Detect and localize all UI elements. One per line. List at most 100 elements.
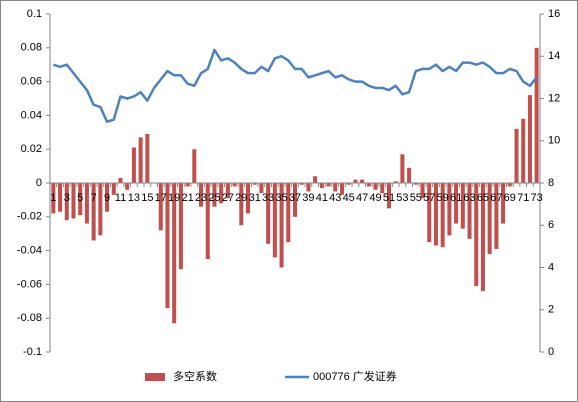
- x-tick-label: 23: [195, 192, 207, 204]
- y2-tick-label: 0: [548, 346, 554, 358]
- x-tick-label: 61: [450, 192, 462, 204]
- bar: [192, 149, 197, 183]
- bar: [78, 183, 83, 216]
- y-tick-label: -0.1: [23, 346, 42, 358]
- bar: [373, 183, 378, 190]
- bar: [534, 47, 539, 183]
- bar: [212, 183, 217, 207]
- bar: [131, 147, 136, 183]
- bar: [64, 183, 69, 221]
- bar: [98, 183, 103, 236]
- bar: [158, 183, 163, 231]
- bar: [252, 183, 257, 185]
- bar: [527, 95, 532, 183]
- bar: [272, 183, 277, 258]
- bar: [380, 183, 385, 194]
- bar: [467, 183, 472, 239]
- bar: [474, 183, 479, 287]
- bar: [420, 183, 425, 199]
- bar: [178, 183, 183, 270]
- bar: [319, 183, 324, 189]
- x-tick-label: 51: [383, 192, 395, 204]
- bar: [386, 183, 391, 209]
- bar: [51, 183, 56, 214]
- bar: [494, 183, 499, 249]
- x-tick-label: 15: [141, 192, 153, 204]
- y2-tick-label: 2: [548, 304, 554, 316]
- x-tick-label: 7: [91, 192, 97, 204]
- bar: [279, 183, 284, 268]
- x-tick-label: 19: [168, 192, 180, 204]
- bar: [266, 183, 271, 244]
- bar: [138, 137, 143, 183]
- bar: [460, 183, 465, 229]
- bar: [313, 176, 318, 183]
- bar: [353, 179, 358, 183]
- bar: [232, 183, 237, 187]
- x-tick-label: 33: [262, 192, 274, 204]
- y-tick-label: 0.1: [27, 8, 42, 20]
- x-tick-label: 53: [396, 192, 408, 204]
- x-tick-label: 5: [77, 192, 83, 204]
- bar: [259, 183, 264, 194]
- y-tick-label: 0: [36, 177, 42, 189]
- bar: [105, 183, 110, 212]
- y2-tick-label: 10: [548, 135, 560, 147]
- bar: [366, 183, 371, 187]
- y2-tick-label: 14: [548, 50, 560, 62]
- x-tick-label: 69: [504, 192, 516, 204]
- x-tick-label: 45: [343, 192, 355, 204]
- x-tick-label: 49: [369, 192, 381, 204]
- bar: [454, 183, 459, 224]
- bar: [239, 183, 244, 226]
- bar: [111, 183, 116, 195]
- bar: [58, 183, 63, 212]
- x-tick-label: 65: [477, 192, 489, 204]
- x-tick-label: 59: [437, 192, 449, 204]
- x-tick-label: 3: [64, 192, 70, 204]
- y-tick-label: -0.02: [17, 211, 42, 223]
- x-tick-label: 29: [235, 192, 247, 204]
- bar: [339, 183, 344, 195]
- bar: [407, 167, 412, 183]
- bar: [145, 133, 150, 183]
- x-tick-label: 71: [517, 192, 529, 204]
- y-tick-label: -0.08: [17, 312, 42, 324]
- bar: [326, 183, 331, 187]
- x-tick-label: 55: [410, 192, 422, 204]
- bar: [333, 183, 338, 192]
- bar: [514, 128, 519, 183]
- bar: [125, 183, 130, 190]
- bar: [427, 183, 432, 243]
- bar: [346, 183, 351, 185]
- x-tick-label: 27: [222, 192, 234, 204]
- y2-tick-label: 4: [548, 261, 554, 273]
- bar: [292, 183, 298, 217]
- x-tick-label: 47: [356, 192, 368, 204]
- bar: [487, 183, 492, 254]
- bar: [71, 183, 76, 219]
- y2-tick-label: 16: [548, 8, 560, 20]
- bar: [118, 177, 123, 183]
- bar: [360, 179, 365, 183]
- bar: [185, 183, 190, 187]
- bar: [225, 183, 230, 199]
- bar: [91, 183, 96, 241]
- x-tick-label: 39: [302, 192, 314, 204]
- x-tick-label: 73: [531, 192, 543, 204]
- bar: [205, 183, 210, 260]
- bar: [393, 181, 398, 183]
- bar: [521, 118, 526, 183]
- x-tick-label: 37: [289, 192, 301, 204]
- x-tick-label: 63: [463, 192, 475, 204]
- bar: [433, 183, 438, 246]
- bar: [246, 183, 251, 214]
- x-tick-label: 67: [490, 192, 502, 204]
- y-tick-label: -0.04: [17, 245, 42, 257]
- x-tick-label: 11: [115, 192, 126, 204]
- x-tick-label: 13: [128, 192, 140, 204]
- legend-label: 多空系数: [173, 369, 217, 383]
- x-tick-label: 17: [155, 192, 167, 204]
- bar: [286, 183, 291, 243]
